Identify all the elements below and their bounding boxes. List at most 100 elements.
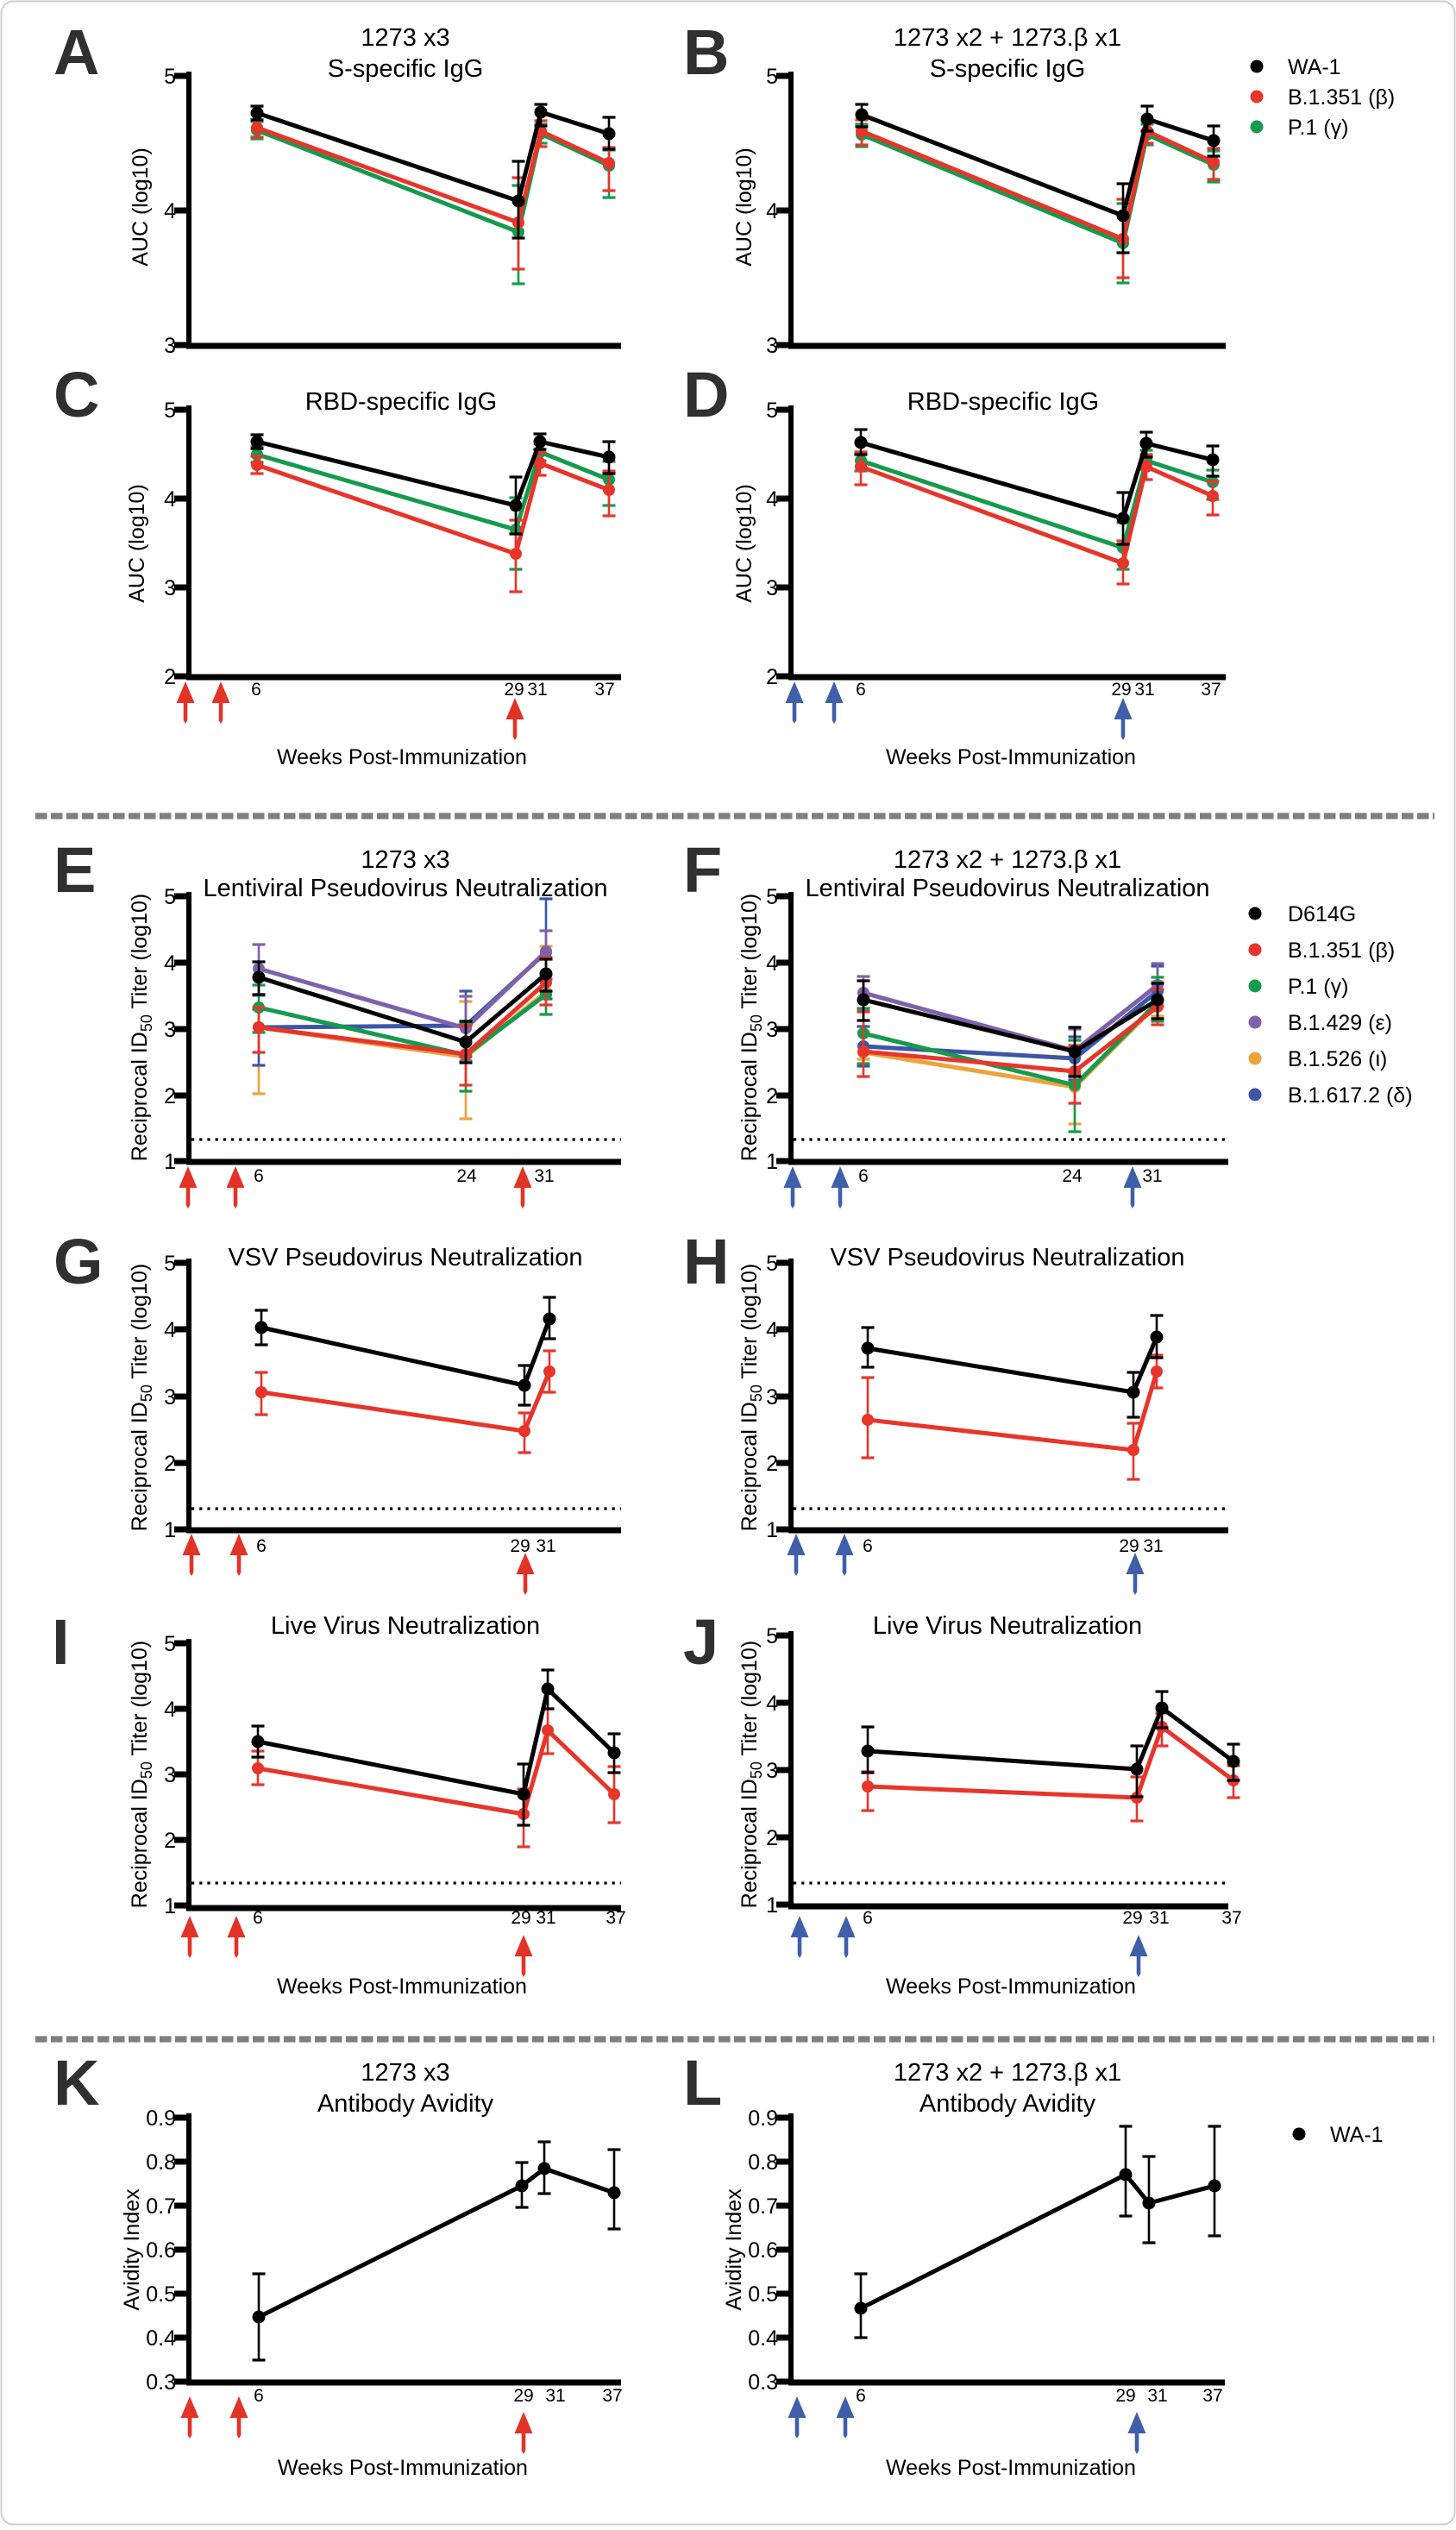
svg-text:Antibody Avidity: Antibody Avidity (317, 2090, 494, 2118)
svg-text:WA-1: WA-1 (1288, 55, 1341, 79)
svg-text:4: 4 (766, 1692, 778, 1716)
svg-text:3: 3 (766, 334, 778, 358)
svg-text:5: 5 (164, 1632, 176, 1656)
svg-text:29: 29 (1115, 2386, 1135, 2406)
svg-text:B.1.351 (β): B.1.351 (β) (1288, 85, 1395, 110)
svg-text:Weeks Post-Immunization: Weeks Post-Immunization (278, 2456, 528, 2480)
svg-text:3: 3 (766, 1018, 778, 1042)
svg-text:37: 37 (1201, 680, 1221, 700)
svg-text:A: A (53, 16, 99, 88)
svg-text:H: H (683, 1226, 729, 1297)
svg-text:6: 6 (863, 1908, 873, 1928)
svg-text:29: 29 (1111, 680, 1131, 700)
svg-text:3: 3 (164, 334, 176, 358)
svg-text:29: 29 (1122, 1908, 1142, 1928)
svg-text:4: 4 (766, 951, 778, 976)
svg-text:0.6: 0.6 (146, 2238, 176, 2263)
svg-text:B.1.351 (β): B.1.351 (β) (1288, 939, 1395, 963)
svg-text:1273 x2 + 1273.β x1: 1273 x2 + 1273.β x1 (894, 24, 1121, 52)
svg-text:4: 4 (164, 487, 176, 512)
svg-text:4: 4 (164, 199, 176, 223)
svg-text:B: B (683, 16, 729, 88)
svg-text:0.5: 0.5 (748, 2282, 778, 2307)
svg-text:31: 31 (1147, 2386, 1167, 2406)
svg-text:C: C (53, 359, 99, 430)
svg-text:2: 2 (164, 1084, 176, 1108)
svg-text:0.3: 0.3 (748, 2370, 778, 2395)
svg-text:1273 x2 + 1273.β x1: 1273 x2 + 1273.β x1 (894, 846, 1121, 874)
svg-text:5: 5 (766, 885, 778, 909)
svg-text:31: 31 (1143, 1536, 1163, 1556)
svg-text:31: 31 (536, 1908, 555, 1928)
svg-text:4: 4 (164, 1318, 176, 1342)
svg-text:F: F (683, 834, 722, 906)
svg-text:31: 31 (545, 2386, 565, 2406)
svg-text:1273 x2 + 1273.β x1: 1273 x2 + 1273.β x1 (894, 2059, 1121, 2087)
svg-text:B.1.526 (ι): B.1.526 (ι) (1288, 1047, 1387, 1071)
svg-text:0.9: 0.9 (146, 2106, 176, 2131)
svg-text:37: 37 (602, 2386, 622, 2406)
svg-text:2: 2 (164, 1452, 176, 1476)
svg-text:Weeks Post-Immunization: Weeks Post-Immunization (277, 745, 527, 769)
svg-text:5: 5 (164, 65, 176, 89)
svg-text:P.1 (γ): P.1 (γ) (1288, 975, 1348, 999)
svg-text:5: 5 (766, 1252, 778, 1276)
svg-text:1: 1 (766, 1150, 778, 1174)
svg-text:Weeks Post-Immunization: Weeks Post-Immunization (886, 745, 1136, 769)
svg-text:31: 31 (1134, 680, 1154, 700)
svg-text:Reciprocal ID50 Titer (log10): Reciprocal ID50 Titer (log10) (128, 1641, 155, 1908)
svg-text:0.7: 0.7 (146, 2194, 176, 2219)
svg-text:Antibody Avidity: Antibody Avidity (919, 2090, 1096, 2118)
svg-text:S-specific IgG: S-specific IgG (930, 55, 1086, 83)
svg-text:29: 29 (510, 1536, 530, 1556)
svg-text:5: 5 (766, 1624, 778, 1648)
svg-text:I: I (52, 1606, 70, 1678)
svg-text:Weeks Post-Immunization: Weeks Post-Immunization (886, 2456, 1136, 2480)
svg-text:2: 2 (766, 665, 778, 689)
svg-text:Reciprocal ID50 Titer (log10): Reciprocal ID50 Titer (log10) (128, 1264, 155, 1531)
svg-text:29: 29 (513, 2386, 533, 2406)
svg-text:B.1.617.2 (δ): B.1.617.2 (δ) (1288, 1083, 1413, 1108)
svg-text:6: 6 (863, 1536, 873, 1556)
svg-text:1: 1 (164, 1518, 176, 1542)
svg-text:1273 x3: 1273 x3 (361, 2059, 449, 2087)
svg-text:6: 6 (856, 2386, 866, 2406)
svg-text:0.8: 0.8 (748, 2150, 778, 2175)
svg-text:3: 3 (164, 1763, 176, 1787)
svg-text:31: 31 (536, 1536, 555, 1556)
svg-text:0.3: 0.3 (146, 2370, 176, 2395)
svg-text:1273 x3: 1273 x3 (361, 24, 449, 52)
svg-text:0.6: 0.6 (748, 2238, 778, 2263)
svg-text:0.4: 0.4 (146, 2326, 176, 2351)
svg-text:0.9: 0.9 (748, 2106, 778, 2131)
svg-text:2: 2 (164, 665, 176, 689)
svg-text:WA-1: WA-1 (1330, 2123, 1384, 2147)
svg-text:24: 24 (1062, 1166, 1083, 1186)
svg-text:AUC (log10): AUC (log10) (732, 484, 756, 603)
svg-text:5: 5 (164, 1252, 176, 1276)
svg-text:0.5: 0.5 (146, 2282, 176, 2307)
svg-text:AUC (log10): AUC (log10) (129, 148, 153, 267)
svg-text:0.4: 0.4 (748, 2326, 778, 2351)
svg-text:2: 2 (766, 1826, 778, 1850)
svg-text:3: 3 (766, 1385, 778, 1409)
svg-text:RBD-specific IgG: RBD-specific IgG (907, 388, 1099, 416)
svg-text:4: 4 (766, 487, 778, 512)
svg-text:29: 29 (504, 680, 524, 700)
svg-text:6: 6 (254, 1166, 264, 1186)
svg-text:4: 4 (164, 951, 176, 976)
svg-text:3: 3 (766, 576, 778, 600)
svg-text:AUC (log10): AUC (log10) (732, 148, 756, 267)
svg-text:37: 37 (1202, 2386, 1222, 2406)
svg-text:4: 4 (164, 1698, 176, 1722)
svg-text:37: 37 (606, 1908, 625, 1928)
svg-text:Weeks Post-Immunization: Weeks Post-Immunization (277, 1974, 527, 1999)
svg-text:AUC (log10): AUC (log10) (125, 484, 149, 603)
svg-text:Weeks Post-Immunization: Weeks Post-Immunization (886, 1974, 1136, 1999)
svg-text:31: 31 (527, 680, 547, 700)
svg-text:1: 1 (766, 1893, 778, 1918)
svg-text:E: E (53, 834, 96, 906)
svg-text:B.1.429 (ε): B.1.429 (ε) (1288, 1011, 1392, 1035)
svg-text:RBD-specific IgG: RBD-specific IgG (305, 388, 497, 416)
svg-text:2: 2 (766, 1452, 778, 1476)
